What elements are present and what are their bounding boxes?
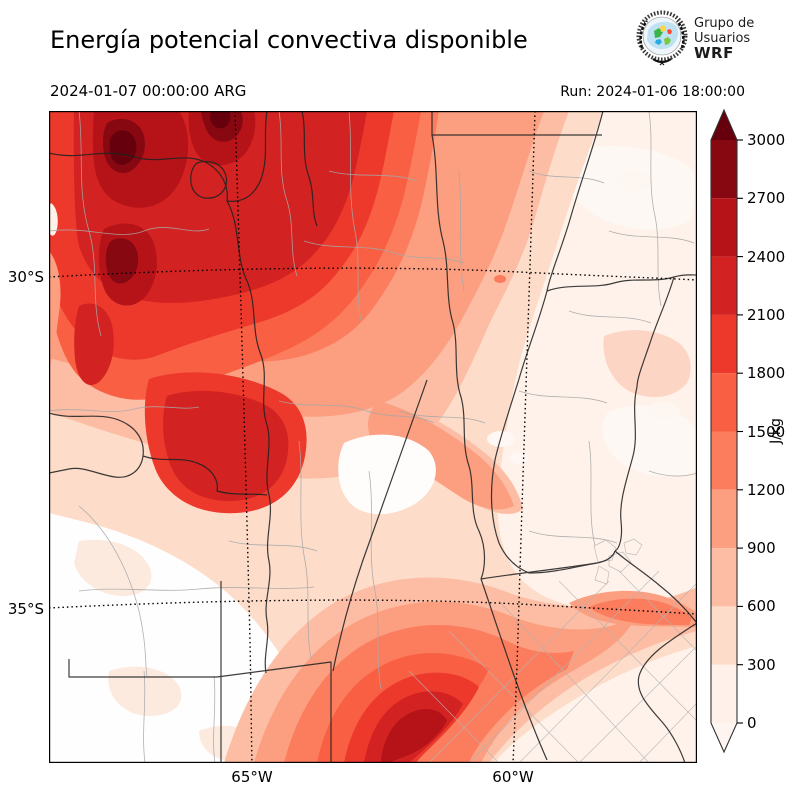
colorbar-tick-0: 0 <box>747 714 757 732</box>
department-boundaries <box>49 111 697 763</box>
colorbar-tick-600: 600 <box>747 597 776 615</box>
map-panel <box>49 111 697 763</box>
border-buenos-aires-west <box>480 578 548 761</box>
gridline-60w <box>512 111 536 763</box>
colorbar-tick-3000: 3000 <box>747 131 786 149</box>
lon-tick-65w: 65°W <box>231 768 273 786</box>
parana-river <box>490 111 604 574</box>
logo-line-1: Grupo de <box>694 15 755 31</box>
border-central-long <box>226 200 272 674</box>
logo-line-2: Usuarios <box>694 30 751 46</box>
colorbar-tick-300: 300 <box>747 656 776 674</box>
globe-emblem-icon <box>636 10 688 66</box>
colorbar-tick-2100: 2100 <box>747 306 786 324</box>
valid-time-label: 2024-01-07 00:00:00 ARG <box>50 82 247 100</box>
colorbar-tick-1200: 1200 <box>747 481 786 499</box>
colorbar-tick-1800: 1800 <box>747 364 786 382</box>
lon-tick-60w: 60°W <box>492 768 534 786</box>
cape-map <box>49 111 697 763</box>
border-santa-fe-west <box>431 111 602 580</box>
cape-fill-field <box>49 111 697 763</box>
colorbar-unit-label: J/kg <box>768 418 784 444</box>
colorbar-tick-900: 900 <box>747 539 776 557</box>
lat-tick-35s: 35°S <box>7 600 44 618</box>
colorbar-over-arrow <box>711 110 737 140</box>
colorbar-under-arrow <box>711 723 737 752</box>
colorbar-segments <box>711 110 737 752</box>
colorbar <box>710 108 743 754</box>
map-frame <box>49 111 697 763</box>
run-time-label: Run: 2024-01-06 18:00:00 <box>560 84 745 100</box>
border-la-pampa <box>68 659 332 763</box>
graticule <box>49 111 697 763</box>
logo-text: Grupo de Usuarios WRF <box>694 16 754 61</box>
colorbar-tick-2700: 2700 <box>747 189 786 207</box>
lat-tick-30s: 30°S <box>7 268 44 286</box>
logo-line-3: WRF <box>694 43 734 62</box>
se-department-mesh <box>408 538 697 763</box>
gridline-65w <box>234 111 253 763</box>
colorbar-tickmarks <box>737 139 743 724</box>
colorbar-tick-2400: 2400 <box>747 248 786 266</box>
border-cordoba-se <box>332 379 428 672</box>
border-north-west <box>49 152 228 202</box>
uruguay-river <box>614 276 675 552</box>
colorbar-tick-1500: 1500 <box>747 423 786 441</box>
wrf-users-group-logo: Grupo de Usuarios WRF <box>634 8 794 68</box>
border-tucuman <box>190 160 228 199</box>
page-title: Energía potencial convectiva disponible <box>50 26 528 54</box>
